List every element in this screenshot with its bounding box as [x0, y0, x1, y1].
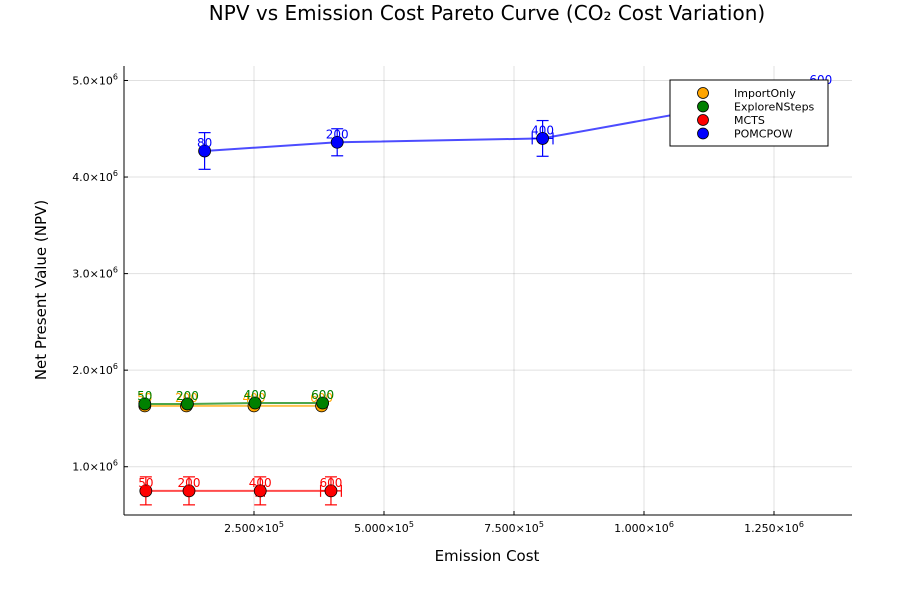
x-tick-label: 1.250×106 [744, 520, 804, 535]
point-label: 200 [326, 127, 349, 141]
axes [123, 66, 852, 516]
point-label: 50 [138, 476, 153, 490]
series-layer: 5020040060050200400600502004006008020040… [137, 73, 832, 506]
x-tick-label: 5.000×105 [354, 520, 414, 535]
data-point [138, 397, 152, 411]
legend-marker [697, 100, 709, 113]
y-tick-label: 2.0×106 [72, 362, 118, 377]
x-tick-label: 2.500×105 [224, 520, 284, 535]
data-point [182, 484, 196, 498]
x-axis-label: Emission Cost [435, 547, 540, 565]
point-label: 600 [320, 476, 343, 490]
data-point [248, 396, 262, 410]
point-label: 600 [311, 388, 334, 402]
data-point [324, 484, 338, 498]
series-explorensteps: 50 200 400 600 [137, 388, 334, 411]
y-tick-label: 5.0×106 [72, 72, 118, 87]
y-axis-ticks: 1.0×106 2.0×106 3.0×106 4.0×106 5.0×106 [72, 72, 128, 474]
point-label: 200 [178, 476, 201, 490]
legend-label: ImportOnly [734, 87, 796, 100]
legend-label: ExploreNSteps [734, 101, 815, 114]
point-label: 200 [176, 389, 199, 403]
y-tick-label: 1.0×106 [72, 459, 118, 474]
series-line [144, 401, 323, 405]
data-point [316, 396, 330, 410]
x-tick-label: 1.000×106 [614, 520, 674, 535]
point-label: 400 [244, 388, 267, 402]
y-axis-label: Net Present Value (NPV) [32, 200, 50, 380]
legend-marker [697, 87, 709, 99]
point-label: 400 [249, 476, 272, 490]
legend-marker [697, 114, 709, 126]
x-tick-label: 7.500×105 [484, 520, 544, 535]
point-label: 80 [197, 136, 212, 150]
point-label: 400 [531, 123, 554, 137]
y-tick-label: 4.0×106 [72, 169, 118, 184]
y-tick-label: 3.0×106 [72, 266, 118, 281]
legend-label: MCTS [734, 114, 765, 127]
legend-box [669, 79, 829, 147]
data-point [330, 135, 344, 149]
data-point [536, 132, 549, 145]
legend-marker [697, 127, 709, 140]
legend-label: POMCPOW [734, 128, 793, 141]
series-mcts: 50 200 400 600 [138, 476, 343, 506]
x-axis-ticks: 2.500×105 5.000×105 7.500×105 1.000×106 1.25… [224, 511, 804, 535]
chart-title: NPV vs Emission Cost Pareto Curve (CO₂ C… [209, 1, 765, 25]
data-point [139, 484, 153, 498]
data-point [181, 397, 194, 411]
point-label: 50 [137, 389, 152, 403]
data-point [253, 484, 267, 498]
data-point [198, 144, 212, 158]
